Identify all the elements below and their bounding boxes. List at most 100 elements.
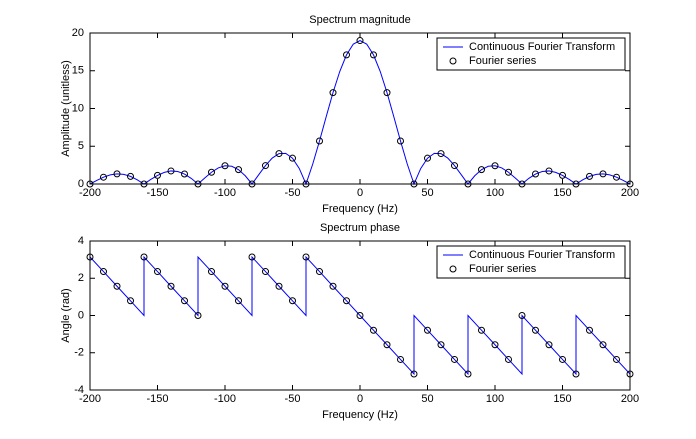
data-line — [89, 39, 631, 186]
data-point — [289, 297, 296, 305]
data-point — [478, 166, 485, 174]
x-tick-label: -100 — [214, 393, 236, 405]
data-point — [545, 341, 553, 349]
axes: Spectrum magnitude Frequency (Hz) Amplitud… — [60, 14, 639, 215]
legend-label: Fourier series — [469, 263, 537, 275]
x-tick-label: -50 — [285, 393, 301, 405]
data-point — [167, 167, 175, 175]
data-point — [545, 167, 553, 175]
data-point — [275, 282, 283, 290]
data-point — [586, 172, 593, 180]
data-point — [221, 282, 229, 290]
chart-title: Spectrum phase — [320, 222, 400, 234]
x-axis-label: Frequency (Hz) — [322, 409, 398, 421]
data-point — [113, 170, 121, 178]
data-point — [464, 370, 472, 378]
data-point — [302, 253, 310, 261]
data-point — [532, 326, 539, 334]
x-tick-label: -150 — [146, 393, 168, 405]
legend-box — [436, 245, 626, 279]
data-point — [370, 326, 377, 334]
data-point — [208, 268, 215, 276]
data-point — [559, 355, 566, 363]
x-tick-label: -200 — [79, 187, 101, 199]
y-tick-label: 0 — [78, 178, 84, 190]
x-axis-label: Frequency (Hz) — [322, 203, 398, 215]
data-point — [208, 168, 215, 176]
y-tick-label: 4 — [78, 235, 84, 247]
x-tick-label: 50 — [421, 187, 433, 199]
legend-swatch — [449, 265, 457, 273]
y-tick-label: 0 — [78, 309, 84, 321]
data-point — [437, 150, 445, 158]
data-point — [505, 168, 512, 176]
x-tick-label: -200 — [79, 393, 101, 405]
data-point — [437, 341, 445, 349]
data-point — [154, 171, 161, 179]
data-point — [127, 297, 134, 305]
data-point — [424, 154, 431, 162]
y-tick-label: 5 — [78, 140, 84, 152]
data-point — [262, 268, 269, 276]
data-point — [518, 312, 526, 319]
data-point — [262, 162, 269, 170]
x-tick-label: 150 — [553, 187, 571, 199]
data-point — [572, 370, 580, 378]
x-tick-label: 50 — [421, 393, 433, 405]
x-tick-label: 150 — [553, 393, 571, 405]
data-point — [383, 341, 391, 349]
x-tick-label: -50 — [285, 187, 301, 199]
data-point — [329, 89, 337, 97]
axes-box — [89, 240, 631, 391]
legend: Continuous Fourier Transform Fourier seri… — [436, 37, 626, 71]
data-point — [194, 312, 202, 319]
data-point — [140, 253, 148, 261]
data-point — [599, 341, 607, 349]
axes: Spectrum phase Frequency (Hz) Angle (rad) -… — [60, 222, 639, 421]
x-tick-label: -100 — [214, 187, 236, 199]
data-point — [424, 326, 431, 334]
x-tick-label: 100 — [486, 393, 504, 405]
data-point — [235, 166, 242, 174]
legend-label: Continuous Fourier Transform — [469, 41, 615, 53]
data-point — [167, 282, 175, 290]
data-point — [356, 37, 364, 45]
data-point — [370, 51, 377, 59]
y-tick-label: 15 — [72, 65, 84, 77]
y-axis-label: Amplitude (unitless) — [60, 60, 72, 157]
legend-label: Fourier series — [469, 55, 537, 67]
legend-box — [436, 37, 626, 71]
data-point — [451, 355, 458, 363]
data-point — [397, 355, 404, 363]
y-axis-label: Angle (rad) — [60, 288, 72, 342]
x-tick-label: 200 — [621, 393, 639, 405]
axes-box — [89, 32, 631, 185]
x-tick-label: 0 — [357, 187, 363, 199]
data-point — [329, 282, 337, 290]
data-point — [248, 253, 256, 261]
data-point — [343, 297, 350, 305]
data-point — [559, 171, 566, 179]
y-tick-label: -4 — [74, 384, 84, 396]
x-tick-label: 200 — [621, 187, 639, 199]
legend-label: Continuous Fourier Transform — [469, 249, 615, 261]
data-point — [478, 326, 485, 334]
data-point — [505, 355, 512, 363]
x-tick-label: 100 — [486, 187, 504, 199]
data-point — [316, 268, 323, 276]
data-point — [154, 268, 161, 276]
chart-title: Spectrum magnitude — [309, 14, 411, 26]
data-point — [383, 89, 391, 97]
y-tick-label: 10 — [72, 102, 84, 114]
x-tick-label: -150 — [146, 187, 168, 199]
data-point — [113, 282, 121, 290]
data-point — [451, 162, 458, 170]
data-point — [599, 170, 607, 178]
data-point — [343, 51, 350, 59]
data-point — [613, 355, 620, 363]
data-point — [127, 172, 134, 180]
data-point — [181, 170, 188, 178]
data-point — [586, 326, 593, 334]
data-point — [221, 162, 229, 170]
legend: Continuous Fourier Transform Fourier seri… — [436, 245, 626, 279]
